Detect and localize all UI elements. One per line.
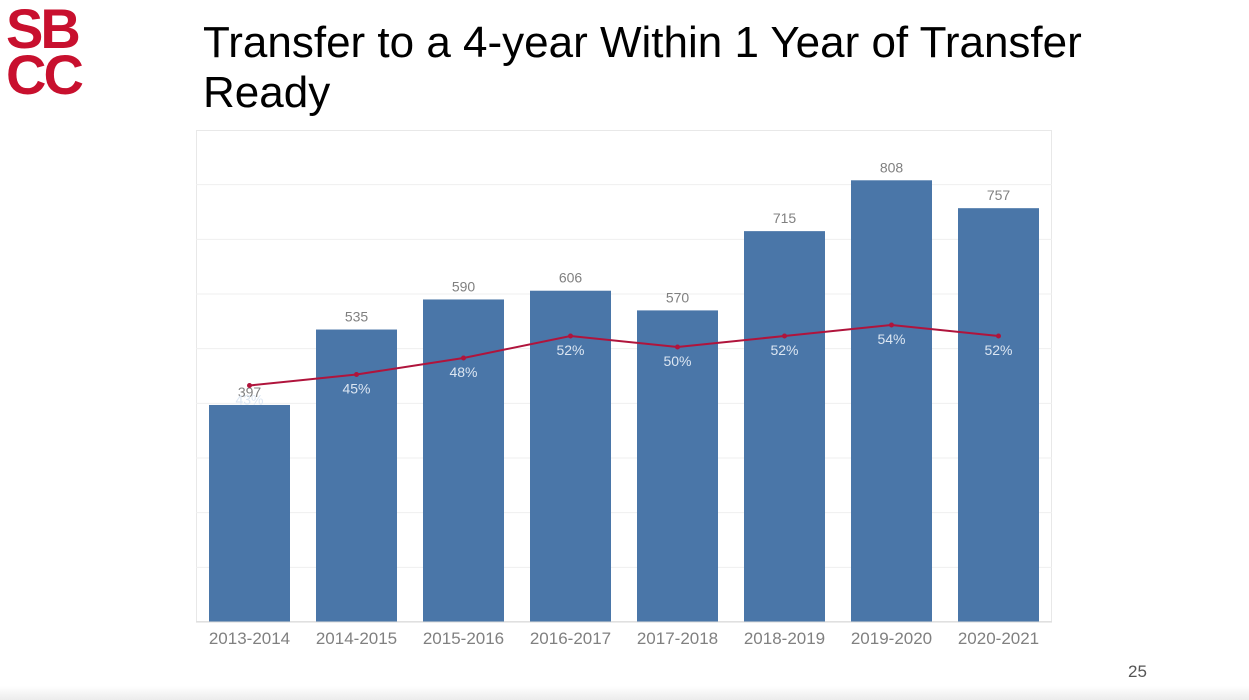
bar (958, 208, 1039, 622)
bar-value-label: 397 (238, 384, 262, 400)
x-tick-label: 2019-2020 (851, 629, 932, 648)
rate-label: 54% (877, 331, 905, 347)
x-tick-label: 2014-2015 (316, 629, 397, 648)
rate-line (249, 323, 999, 387)
x-tick-label: 2016-2017 (530, 629, 611, 648)
rate-point (889, 322, 894, 328)
bar (637, 310, 718, 622)
rate-point (247, 383, 252, 388)
logo-line-1: SB (6, 0, 81, 60)
bar (851, 180, 932, 622)
rate-label: 48% (449, 364, 477, 380)
x-tick-label: 2015-2016 (423, 629, 504, 648)
bar-value-label: 535 (345, 309, 369, 325)
rate-point (354, 372, 359, 377)
page-number: 25 (1128, 662, 1147, 681)
x-tick-label: 2017-2018 (637, 629, 718, 648)
bar (530, 290, 611, 622)
rate-label: 45% (342, 381, 370, 397)
rate-point (461, 355, 466, 361)
x-tick-label: 2020-2021 (958, 629, 1039, 648)
bar-value-label: 808 (880, 159, 904, 175)
bar (744, 231, 825, 622)
sbcc-logo: SB CC (6, 0, 124, 110)
slide-title: Transfer to a 4-year Within 1 Year of Tr… (203, 18, 1082, 117)
rate-label: 52% (556, 342, 584, 358)
bar-value-label: 570 (666, 289, 690, 305)
rate-label: 52% (984, 342, 1012, 358)
rate-label: 50% (663, 353, 691, 369)
bar-value-label: 715 (773, 210, 797, 226)
rate-label: 52% (770, 342, 798, 358)
bar-value-label: 590 (452, 278, 476, 294)
bottom-shadow-bar (0, 686, 1249, 700)
rate-point (996, 333, 1001, 339)
bar-value-label: 757 (987, 187, 1011, 203)
rate-point (782, 333, 787, 339)
logo-line-2: CC (6, 43, 84, 106)
x-tick-label: 2013-2014 (209, 629, 290, 648)
bar (423, 299, 504, 622)
rate-point (568, 333, 573, 339)
bar-value-label: 606 (559, 270, 583, 286)
bar (209, 404, 290, 622)
rate-label: 43% (235, 392, 263, 408)
x-tick-label: 2018-2019 (744, 629, 825, 648)
rate-point (675, 344, 680, 350)
